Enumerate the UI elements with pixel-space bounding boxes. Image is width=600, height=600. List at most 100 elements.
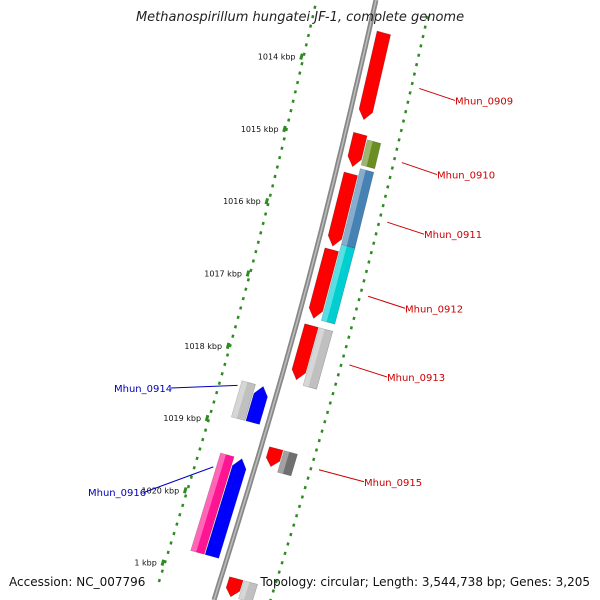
forward-track-dot — [364, 269, 369, 274]
reverse-track-dot — [263, 212, 268, 216]
feature-block — [190, 452, 235, 555]
forward-track-dot — [390, 166, 394, 170]
reverse-track-dot — [311, 14, 315, 19]
reverse-track-dot — [198, 447, 202, 451]
gene-label[interactable]: Mhun_0909 — [455, 96, 513, 107]
gene-label[interactable]: Mhun_0914 — [114, 384, 172, 395]
reverse-track-dot — [172, 531, 176, 536]
forward-track-dot — [280, 560, 284, 565]
reverse-track-dot — [254, 249, 258, 254]
reverse-track-dot — [244, 287, 248, 291]
feature-block — [231, 380, 256, 421]
forward-track-dot — [328, 401, 332, 405]
forward-track-dot — [421, 34, 425, 39]
accession-text: Accession: NC_007796 — [9, 575, 146, 589]
feature-block-shine — [303, 327, 325, 387]
forward-track-dot — [283, 551, 287, 556]
forward-track-dot — [352, 316, 356, 321]
reverse-track-dot — [271, 184, 275, 188]
scale-tick-mark — [182, 487, 188, 494]
reverse-track-dot — [184, 494, 188, 498]
gene-label[interactable]: Mhun_0912 — [405, 304, 463, 315]
reverse-track-dot — [212, 400, 216, 404]
forward-track-dot — [388, 175, 392, 180]
dotted-tracks — [157, 5, 429, 600]
gene-label-leader — [170, 384, 238, 389]
gene-label-leader — [349, 364, 388, 378]
reverse-track-dot — [195, 456, 199, 461]
scale-tick-label: 1019 kbp — [163, 414, 201, 423]
forward-track-dot — [320, 429, 324, 433]
forward-gene-arrow[interactable] — [327, 171, 358, 247]
scale-tick-mark — [204, 414, 210, 422]
reverse-track-dot — [231, 334, 235, 338]
reverse-track-dot — [287, 118, 291, 122]
reverse-track-dot — [203, 428, 208, 432]
feature-block — [302, 327, 334, 390]
feature-block-shine — [277, 450, 290, 474]
gene-label[interactable]: Mhun_0915 — [364, 478, 422, 489]
forward-track-dot — [317, 438, 321, 443]
forward-track-dot — [323, 420, 327, 424]
forward-track-dot — [397, 138, 401, 142]
gene-label[interactable]: Mhun_0913 — [387, 373, 445, 384]
forward-gene-arrow[interactable] — [347, 131, 368, 168]
feature-block — [320, 244, 356, 325]
reverse-track-dot — [313, 5, 317, 10]
reverse-track-dot — [217, 381, 222, 385]
scale-tick-label: 1016 kbp — [223, 197, 261, 206]
reverse-gene-arrow[interactable] — [204, 458, 247, 559]
forward-track-dot — [383, 194, 388, 199]
backbone-line — [211, 0, 379, 600]
reverse-track-dot — [215, 390, 219, 395]
forward-gene-arrow[interactable] — [308, 247, 339, 319]
forward-track-dot — [392, 156, 397, 161]
forward-track-dot — [354, 307, 359, 311]
reverse-track-dot — [256, 240, 260, 245]
topology-text: Topology: circular; Length: 3,544,738 bp… — [260, 575, 590, 589]
forward-track-dot — [406, 100, 410, 105]
forward-track-dot — [344, 344, 348, 349]
forward-track-dot — [312, 457, 316, 462]
reverse-track-dot — [186, 484, 191, 489]
scale-tick-label: 1014 kbp — [258, 53, 296, 62]
reverse-track-dot — [233, 325, 238, 329]
forward-track-dot — [325, 410, 330, 415]
forward-track-dot — [269, 598, 273, 600]
forward-track-dot — [379, 213, 383, 217]
reverse-track-dot — [308, 24, 313, 28]
reverse-track-dot — [246, 278, 250, 282]
forward-track-dot — [303, 485, 307, 490]
forward-track-dot — [331, 391, 335, 396]
forward-track-dot — [425, 15, 429, 20]
forward-gene-arrow[interactable] — [225, 576, 244, 598]
reverse-track-dot — [282, 137, 286, 141]
forward-track-dot — [271, 589, 275, 593]
forward-gene-arrow[interactable] — [265, 446, 284, 468]
backbone-highlight — [213, 0, 377, 600]
forward-track-dot — [381, 203, 385, 208]
forward-track-dot — [369, 250, 373, 255]
forward-track-dot — [334, 382, 338, 386]
gene-label[interactable]: Mhun_0910 — [437, 171, 495, 182]
reverse-track-dot — [181, 503, 185, 508]
genome-backbone — [211, 0, 379, 600]
scale-tick-label: 1020 kbp — [142, 486, 180, 495]
gene-label-leader — [401, 162, 438, 176]
gene-arrows — [204, 30, 391, 598]
gene-label-leader — [387, 221, 425, 235]
reverse-gene-arrow[interactable] — [245, 386, 268, 425]
gene-label[interactable]: Mhun_0916 — [88, 488, 146, 499]
forward-track-dot — [410, 81, 414, 86]
forward-track-dot — [414, 62, 419, 67]
reverse-track-dot — [284, 127, 289, 132]
reverse-track-dot — [241, 296, 245, 301]
feature-block-shine — [190, 453, 226, 553]
forward-gene-arrow[interactable] — [291, 323, 319, 381]
forward-track-dot — [357, 297, 361, 302]
forward-track-dot — [274, 579, 278, 584]
gene-label[interactable]: Mhun_0911 — [424, 230, 482, 241]
reverse-track-dot — [273, 174, 277, 179]
forward-gene-arrow[interactable] — [358, 30, 391, 121]
